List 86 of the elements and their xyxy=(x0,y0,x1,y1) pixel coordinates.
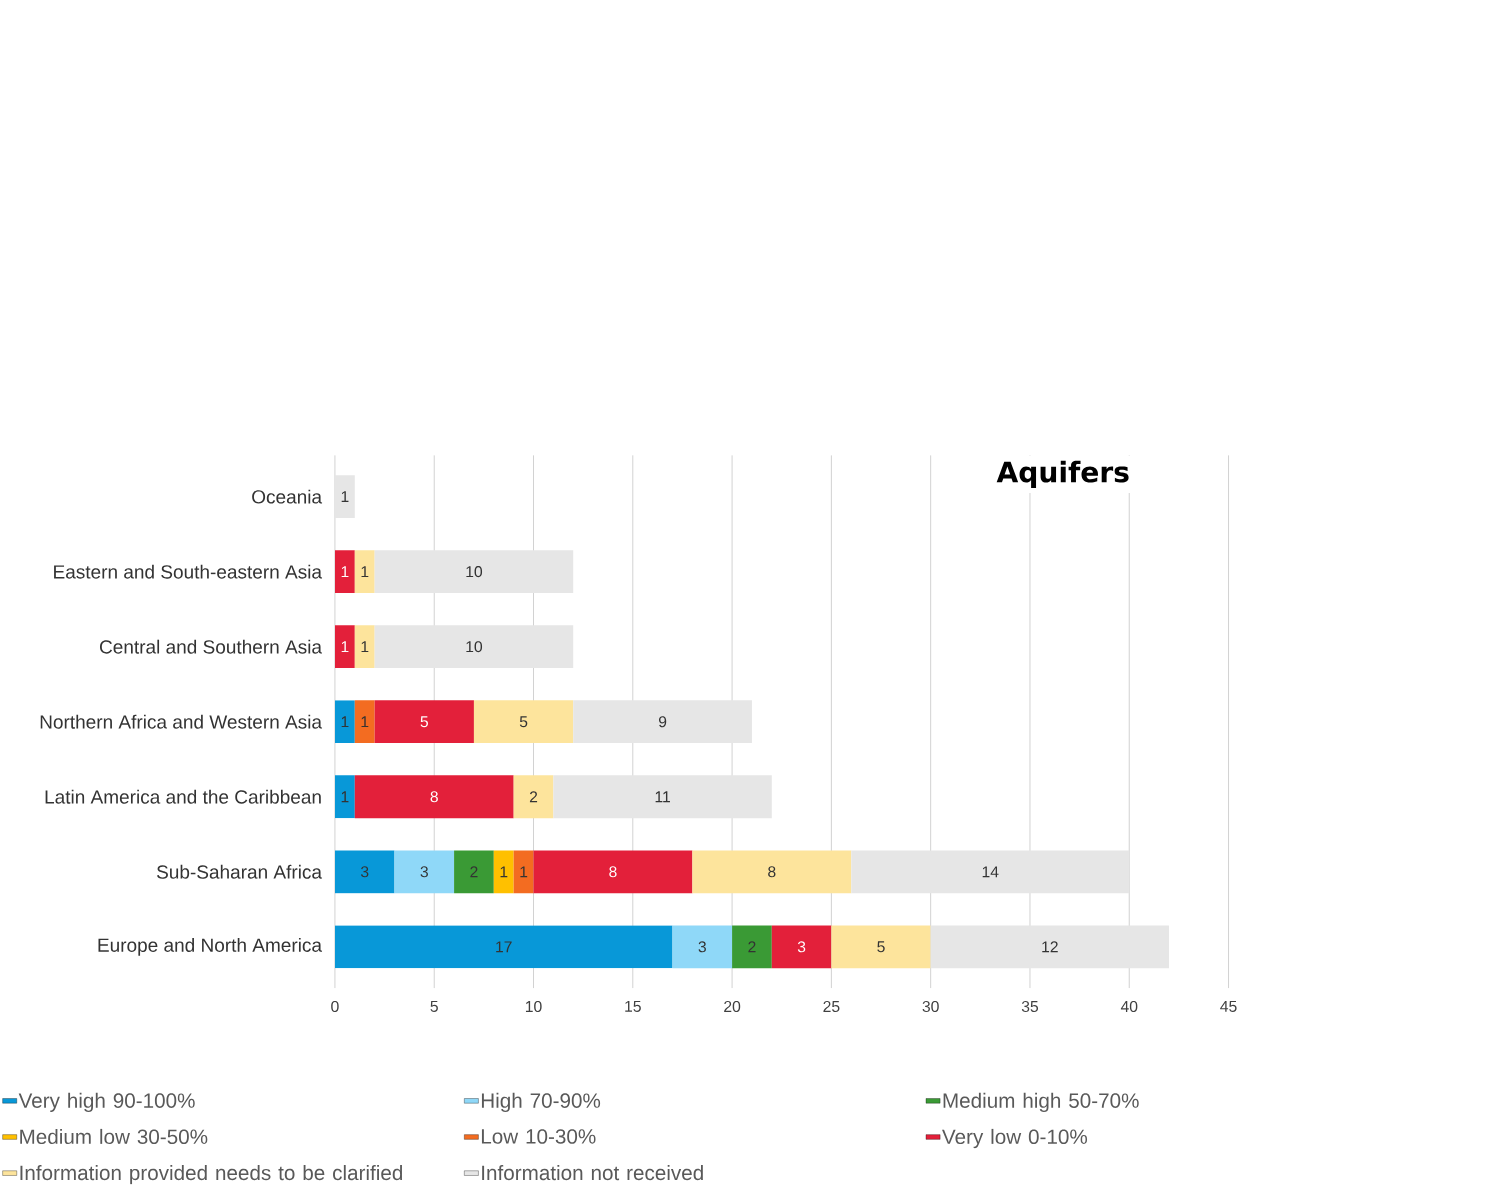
data-label: 1 xyxy=(341,566,349,578)
data-label: 5 xyxy=(519,716,528,728)
data-label: 14 xyxy=(982,866,999,878)
x-tick-label: 10 xyxy=(525,1001,542,1013)
data-label: 3 xyxy=(698,941,706,953)
data-label: 1 xyxy=(341,641,349,653)
legend-label: Information not received xyxy=(482,1165,703,1181)
bar xyxy=(454,850,494,894)
x-tick-label: 0 xyxy=(331,1001,339,1013)
bar xyxy=(573,700,752,744)
bar xyxy=(374,625,574,669)
bar xyxy=(692,850,852,894)
bar xyxy=(374,700,474,744)
data-label: 9 xyxy=(658,716,667,728)
bar xyxy=(354,700,375,744)
bar xyxy=(374,550,574,594)
data-label: 1 xyxy=(520,866,528,878)
bar xyxy=(334,850,395,894)
bar xyxy=(334,700,355,744)
x-tick-label: 20 xyxy=(724,1001,741,1013)
data-label: 11 xyxy=(655,791,670,803)
bar xyxy=(334,625,355,669)
bar xyxy=(354,550,375,594)
x-tick-label: 40 xyxy=(1120,1001,1138,1013)
data-label: 12 xyxy=(1042,941,1058,953)
bar xyxy=(473,700,574,744)
data-label: 1 xyxy=(341,716,349,728)
bar xyxy=(354,625,375,669)
data-label: 10 xyxy=(466,641,483,653)
legend-label: Very low 0-10% xyxy=(942,1129,1088,1149)
data-label: 3 xyxy=(360,866,369,878)
data-label: 3 xyxy=(420,866,428,878)
bar xyxy=(513,775,554,819)
data-label: 1 xyxy=(500,866,508,878)
data-label: 8 xyxy=(768,866,776,878)
data-label: 1 xyxy=(341,491,349,503)
bar xyxy=(493,850,514,894)
data-label: 8 xyxy=(609,866,617,878)
bar xyxy=(831,925,931,969)
data-label: 1 xyxy=(341,791,349,803)
x-tick-label: 5 xyxy=(430,1001,438,1013)
bar xyxy=(513,850,534,894)
x-tick-label: 15 xyxy=(625,1001,641,1013)
data-label: 17 xyxy=(496,941,512,953)
y-tick-label: Central and Southern Asia xyxy=(100,639,323,654)
bar xyxy=(334,550,355,594)
data-label: 1 xyxy=(361,641,369,653)
x-tick-label: 35 xyxy=(1021,1001,1039,1013)
bar xyxy=(394,850,455,894)
bar xyxy=(771,925,832,969)
bar xyxy=(334,925,673,969)
x-tick-label: 45 xyxy=(1220,1001,1237,1013)
bar xyxy=(533,850,693,894)
legend-label: Medium low 30-50% xyxy=(20,1129,208,1145)
data-label: 2 xyxy=(470,866,478,878)
y-tick-label: Oceania xyxy=(252,489,323,504)
x-tick-label: 25 xyxy=(823,1001,840,1013)
y-tick-label: Sub-Saharan Africa xyxy=(156,865,323,879)
chart-title: Aquifers xyxy=(996,461,1129,489)
data-label: 1 xyxy=(361,716,369,728)
bar xyxy=(732,925,772,969)
y-tick-label: Northern Africa and Western Asia xyxy=(40,714,323,729)
bar xyxy=(672,925,733,969)
y-tick-label: Latin America and the Caribbean xyxy=(45,789,321,804)
bar xyxy=(334,475,355,519)
bar xyxy=(851,850,1130,894)
x-tick-label: 30 xyxy=(922,1001,939,1013)
data-label: 2 xyxy=(748,941,756,953)
legend-label: Medium high 50-70% xyxy=(943,1093,1139,1113)
data-label: 2 xyxy=(529,791,538,803)
legend-label: Very high 90-100% xyxy=(18,1093,195,1113)
y-tick-label: Europe and North America xyxy=(98,938,323,956)
bar xyxy=(354,775,514,819)
bar xyxy=(553,775,772,819)
data-label: 10 xyxy=(466,566,483,578)
data-label: 8 xyxy=(430,791,438,803)
data-label: 5 xyxy=(420,716,428,728)
y-tick-label: Eastern and South-eastern Asia xyxy=(54,564,323,579)
data-label: 1 xyxy=(361,566,369,578)
bar xyxy=(334,775,355,819)
legend-label: High 70-90% xyxy=(481,1093,601,1113)
bar xyxy=(930,925,1169,969)
data-label: 3 xyxy=(797,941,806,953)
legend-label: Low 10-30% xyxy=(481,1129,596,1145)
legend-label: Information provided needs to be clarified xyxy=(20,1165,403,1185)
data-label: 5 xyxy=(877,941,885,953)
